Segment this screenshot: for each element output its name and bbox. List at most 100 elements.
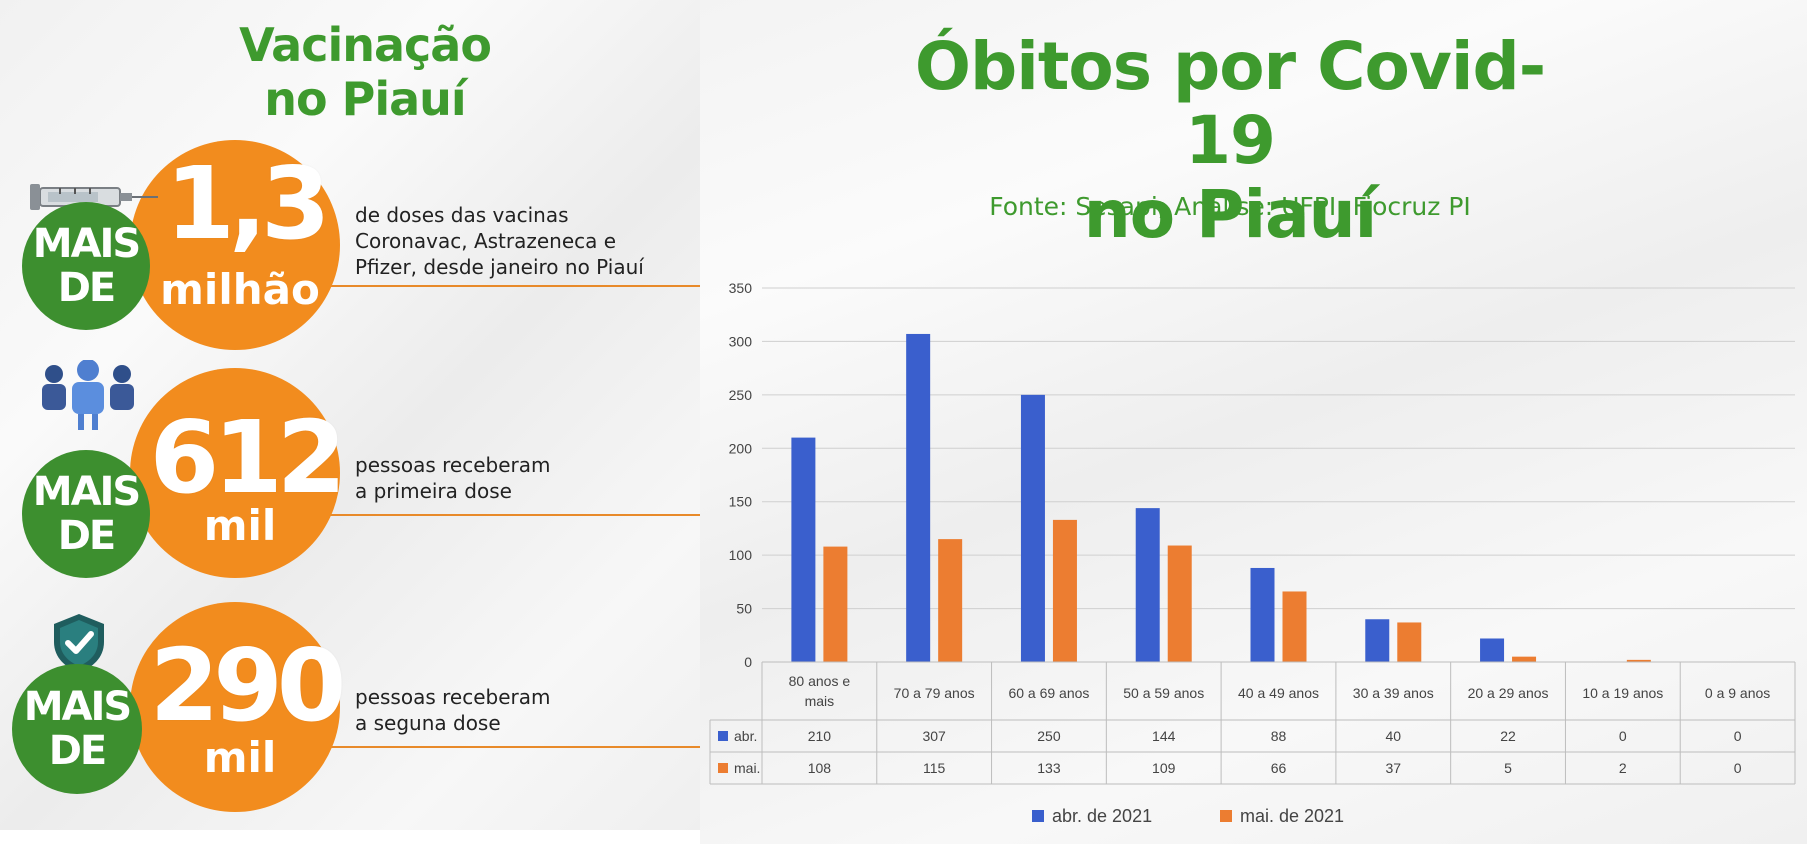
stat-description-line: Pfizer, desde janeiro no Piauí <box>355 255 644 279</box>
stat-unit: milhão <box>160 265 320 314</box>
x-category-label: 30 a 39 anos <box>1353 685 1434 701</box>
y-tick-label: 150 <box>729 494 753 510</box>
legend-swatch <box>1220 810 1232 822</box>
stat-second-dose: MAIS DE 290 mil pessoas receberam a segun… <box>0 602 700 812</box>
divider-line <box>300 285 700 287</box>
y-tick-label: 0 <box>744 654 752 670</box>
badge-line1: MAIS <box>23 684 132 730</box>
chart-title-line1: Óbitos por Covid-19 <box>914 28 1546 179</box>
stat-description: de doses das vacinas Coronavac, Astrazen… <box>355 202 700 280</box>
x-category-label: 0 a 9 anos <box>1705 685 1770 701</box>
stat-description-line: pessoas receberam <box>355 453 551 477</box>
stat-description: pessoas receberam a seguna dose <box>355 684 700 736</box>
chart-title-line2: no Piauí <box>1083 176 1377 253</box>
bar-abr <box>906 333 931 662</box>
stat-number: 1,3 <box>165 145 330 262</box>
table-value: 40 <box>1385 728 1401 744</box>
bar-mai <box>1052 519 1077 662</box>
mais-de-badge: MAIS DE <box>22 202 150 330</box>
legend-label: mai. de 2021 <box>1240 806 1344 826</box>
mais-de-badge: MAIS DE <box>22 450 150 578</box>
shield-check-icon <box>50 612 108 678</box>
table-value: 210 <box>808 728 832 744</box>
badge-line2: DE <box>57 265 117 311</box>
table-value: 37 <box>1385 760 1401 776</box>
table-value: 2 <box>1619 760 1627 776</box>
badge-line1: MAIS <box>32 221 141 267</box>
divider-line <box>300 746 700 748</box>
table-value: 88 <box>1271 728 1287 744</box>
stat-number: 612 <box>149 399 347 516</box>
stat-description: pessoas receberam a primeira dose <box>355 452 700 504</box>
table-value: 0 <box>1734 760 1742 776</box>
bar-mai <box>1512 656 1537 662</box>
table-legend-swatch <box>718 763 728 773</box>
stat-description-line: pessoas receberam <box>355 685 551 709</box>
table-value: 133 <box>1037 760 1061 776</box>
legend-swatch <box>1032 810 1044 822</box>
chart-subtitle: Fonte: Sesapi; Análise: UFPI: Fiocruz PI <box>989 192 1471 221</box>
x-category-label: 70 a 79 anos <box>894 685 975 701</box>
bar-mai <box>1626 659 1651 662</box>
table-series-label: abr. <box>734 728 757 744</box>
stat-doses: MAIS DE 1,3 milhão de doses das vacinas C… <box>0 140 700 350</box>
badge-line2: DE <box>48 728 108 774</box>
stat-number: 290 <box>149 627 347 744</box>
bar-mai <box>823 546 848 662</box>
x-category-label: 50 a 59 anos <box>1123 685 1204 701</box>
table-value: 22 <box>1500 728 1516 744</box>
bar-abr <box>1020 394 1045 662</box>
table-value: 307 <box>922 728 946 744</box>
bar-mai <box>1167 545 1192 662</box>
table-value: 108 <box>808 760 832 776</box>
stat-unit: mil <box>203 501 277 550</box>
syringe-icon <box>30 180 160 218</box>
table-value: 250 <box>1037 728 1061 744</box>
stat-number-circle <box>130 368 340 578</box>
bar-mai <box>1397 622 1422 662</box>
y-tick-label: 300 <box>729 333 753 349</box>
table-series-label: mai. <box>734 760 760 776</box>
badge-line1: MAIS <box>32 469 141 515</box>
table-value: 144 <box>1152 728 1176 744</box>
table-value: 115 <box>923 760 946 776</box>
stat-first-dose: MAIS DE 612 mil pessoas receberam a prime… <box>0 359 700 578</box>
y-tick-label: 50 <box>736 601 752 617</box>
bar-abr <box>1250 567 1275 662</box>
y-tick-label: 250 <box>729 387 753 403</box>
x-category-label: 20 a 29 anos <box>1468 685 1549 701</box>
bar-mai <box>938 539 963 662</box>
bar-abr <box>1480 638 1505 662</box>
table-value: 109 <box>1152 760 1176 776</box>
legend-label: abr. de 2021 <box>1052 806 1152 826</box>
table-value: 0 <box>1619 728 1627 744</box>
vaccination-title-line2: no Piauí <box>264 72 466 126</box>
table-value: 0 <box>1734 728 1742 744</box>
y-tick-label: 100 <box>729 547 753 563</box>
y-tick-label: 350 <box>729 280 753 296</box>
x-category-label: mais <box>805 693 835 709</box>
bar-abr <box>791 437 816 662</box>
x-category-label: 10 a 19 anos <box>1582 685 1663 701</box>
stat-description-line: de doses das vacinas <box>355 203 569 227</box>
vaccination-title: Vacinação no Piauí <box>205 18 525 126</box>
bar-abr <box>1365 619 1390 662</box>
stat-number-circle <box>130 602 340 812</box>
deaths-panel: Óbitos por Covid-19 no Piauí Fonte: Sesa… <box>700 0 1807 844</box>
vaccination-title-line1: Vacinação <box>239 18 492 72</box>
table-value: 5 <box>1504 760 1512 776</box>
chart-title: Óbitos por Covid-19 no Piauí <box>870 30 1590 252</box>
people-icon <box>34 359 144 434</box>
x-category-label: 80 anos e <box>789 673 851 689</box>
stat-unit: mil <box>203 733 277 782</box>
bar-mai <box>1282 591 1307 662</box>
table-legend-swatch <box>718 731 728 741</box>
y-tick-label: 200 <box>729 440 753 456</box>
x-category-label: 60 a 69 anos <box>1008 685 1089 701</box>
stat-description-line: a primeira dose <box>355 479 512 503</box>
mais-de-badge: MAIS DE <box>12 664 142 794</box>
badge-line2: DE <box>57 513 117 559</box>
stat-description-line: a seguna dose <box>355 711 501 735</box>
stat-number-circle <box>130 140 340 350</box>
